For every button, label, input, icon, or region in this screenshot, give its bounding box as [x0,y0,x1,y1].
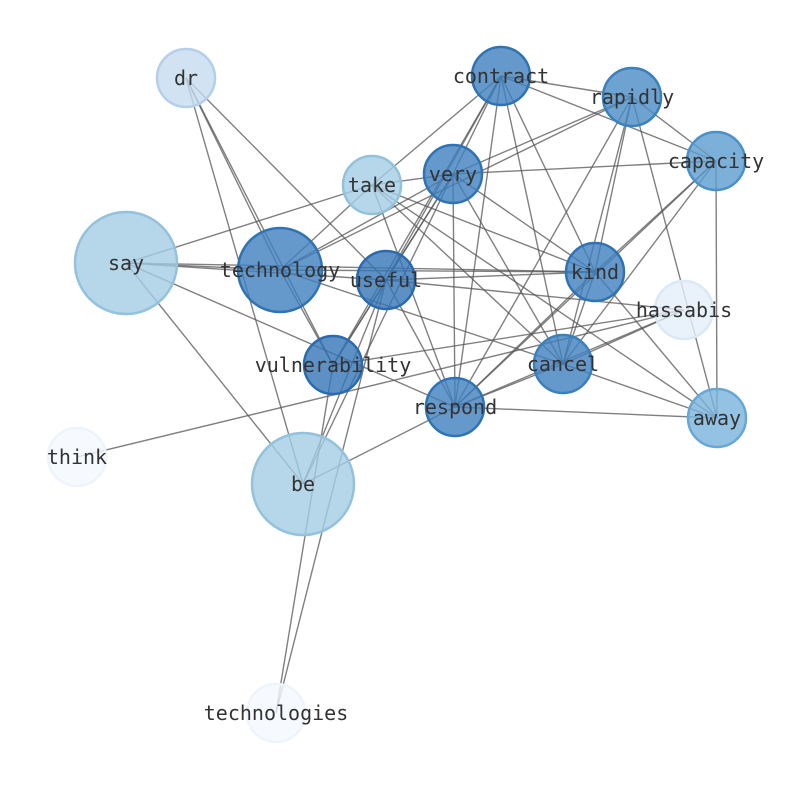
edge-rapidly-cancel [562,96,633,365]
node-circle [424,376,486,438]
node-label: rapidly [590,85,674,109]
node-label: useful [350,268,422,292]
edge-take-away [371,184,718,419]
node-useful: useful [350,249,422,311]
edge-useful-hassabis [385,279,685,311]
node-hassabis: hassabis [636,279,732,341]
node-circle [532,333,594,395]
node-label: technology [220,258,340,282]
node-label: technologies [204,701,349,725]
node-circle [341,154,403,216]
node-cancel: cancel [527,333,599,395]
edge-kind-respond [454,271,596,408]
node-label: cancel [527,352,599,376]
node-label: kind [571,260,619,284]
edge-think-hassabis [76,309,685,458]
edge-kind-away [594,271,718,419]
node-label: vulnerability [255,353,412,377]
node-circle [302,334,364,396]
node-away: away [686,387,748,449]
node-circle [355,249,417,311]
node-circle [73,210,179,316]
node-label: away [693,406,741,430]
edge-contract-capacity [500,75,717,162]
node-take: take [341,154,403,216]
node-label: take [348,173,396,197]
node-vulnerability: vulnerability [255,334,412,396]
node-circle [250,431,356,537]
node-technology: technology [220,226,340,314]
edge-technologies-vulnerability [275,364,334,714]
node-very: very [422,143,484,205]
edge-rapidly-away [631,96,718,419]
edge-very-respond [452,173,456,408]
edge-take-respond [371,184,456,408]
edge-say-respond [125,262,456,408]
node-be: be [250,431,356,537]
edge-contract-respond [454,75,502,408]
node-circle [685,130,747,192]
node-think: think [46,426,108,488]
node-circle [564,241,626,303]
node-dr: dr [155,47,217,109]
node-capacity: capacity [668,130,764,192]
edge-capacity-very [452,160,717,175]
edge-useful-kind [385,271,596,281]
node-circle [422,143,484,205]
edge-contract-kind [500,75,596,273]
node-circle [155,47,217,109]
node-label: be [291,472,315,496]
edge-take-kind [371,184,596,273]
node-label: very [429,162,477,186]
node-label: dr [174,66,198,90]
node-label: capacity [668,149,764,173]
edge-dr-vulnerability [185,77,334,366]
edge-vulnerability-hassabis [332,309,685,366]
edge-dr-useful [185,77,387,281]
node-say: say [73,210,179,316]
edge-capacity-cancel [562,160,717,365]
node-circle [245,682,307,744]
edge-respond-away [454,406,718,419]
edge-be-very [302,173,454,485]
edge-capacity-away [715,160,718,419]
node-label: say [108,251,144,275]
edge-contract-vulnerability [332,75,502,366]
node-respond: respond [413,376,497,438]
edge-contract-cancel [500,75,564,365]
node-circle [686,387,748,449]
node-circle [470,45,532,107]
node-circle [653,279,715,341]
node-label: hassabis [636,298,732,322]
node-circle [46,426,108,488]
node-circle [236,226,324,314]
node-technologies: technologies [204,682,349,744]
node-label: respond [413,395,497,419]
node-contract: contract [453,45,549,107]
node-rapidly: rapidly [590,66,674,128]
nodes-layer: dr contract rapidly capacity take very say tech… [46,45,764,744]
node-kind: kind [564,241,626,303]
node-label: think [47,445,107,469]
node-label: contract [453,64,549,88]
node-circle [601,66,663,128]
edge-rapidly-very [452,96,633,175]
